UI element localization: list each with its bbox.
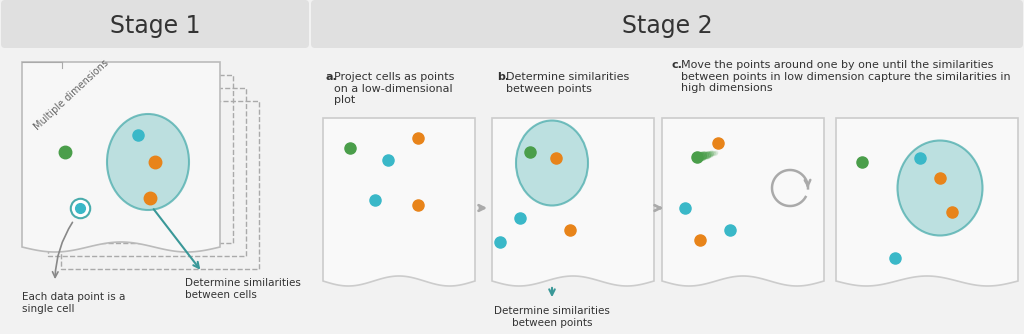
Text: Determine similarities
between points: Determine similarities between points <box>494 306 610 328</box>
PathPatch shape <box>836 118 1018 286</box>
Bar <box>48 88 246 256</box>
Text: Stage 1: Stage 1 <box>110 14 201 38</box>
Text: a.: a. <box>325 72 337 82</box>
Bar <box>35 75 233 243</box>
FancyBboxPatch shape <box>311 0 1023 48</box>
Bar <box>61 101 259 269</box>
Text: Stage 2: Stage 2 <box>622 14 713 38</box>
Ellipse shape <box>897 141 982 235</box>
Ellipse shape <box>516 121 588 205</box>
PathPatch shape <box>492 118 654 286</box>
Text: Determine similarities
between points: Determine similarities between points <box>506 72 630 94</box>
Ellipse shape <box>106 114 189 210</box>
PathPatch shape <box>323 118 475 286</box>
Text: Multiple dimensions: Multiple dimensions <box>32 58 111 132</box>
PathPatch shape <box>22 62 220 252</box>
PathPatch shape <box>662 118 824 286</box>
Text: Determine similarities
between cells: Determine similarities between cells <box>185 278 301 300</box>
Text: b.: b. <box>497 72 509 82</box>
Text: Project cells as points
on a low-dimensional
plot: Project cells as points on a low-dimensi… <box>334 72 455 105</box>
Text: c.: c. <box>672 60 683 70</box>
Text: Each data point is a
single cell: Each data point is a single cell <box>22 292 125 314</box>
Text: Move the points around one by one until the similarities
between points in low d: Move the points around one by one until … <box>681 60 1011 93</box>
FancyBboxPatch shape <box>1 0 309 48</box>
